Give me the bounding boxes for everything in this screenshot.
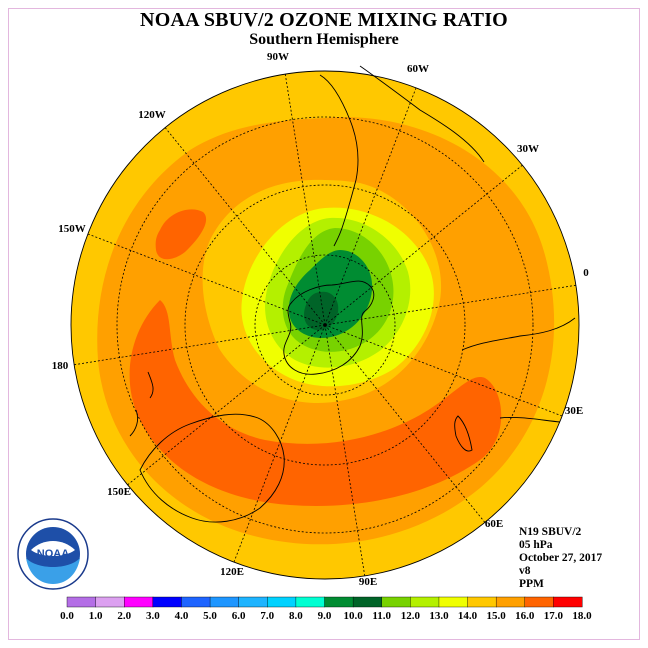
longitude-label: 90W xyxy=(267,51,289,63)
info-level: 05 hPa xyxy=(519,539,553,551)
madagascar-coast xyxy=(454,415,473,452)
antarctica-coast xyxy=(283,280,375,375)
africa-coast xyxy=(461,317,576,423)
graticule xyxy=(74,74,576,576)
contour-15-spot xyxy=(155,209,207,260)
longitude-label: 60W xyxy=(407,63,429,75)
longitude-label: 90E xyxy=(359,576,377,588)
lat-circle-70s xyxy=(254,254,396,396)
noaa-logo: NOAA xyxy=(17,518,89,590)
longitude-label: 120E xyxy=(220,566,244,578)
map-frame xyxy=(8,8,640,640)
lat-circle-50s xyxy=(184,184,466,466)
longitude-labels: 90W 60W 30W 0 30E 60E 90E 120E 150E 180 150W 120W xyxy=(52,51,590,588)
longitude-label: 60E xyxy=(485,518,503,530)
info-block: N19 SBUV/2 05 hPa October 27, 2017 v8 PP… xyxy=(519,526,602,591)
map-title: NOAA SBUV/2 OZONE MIXING RATIO xyxy=(140,9,508,31)
info-date: October 27, 2017 xyxy=(519,552,603,564)
longitude-label: 150W xyxy=(58,223,86,235)
new-zealand-coast xyxy=(129,371,154,437)
longitude-label: 180 xyxy=(52,360,69,372)
coastlines xyxy=(129,65,576,523)
australia-coast xyxy=(139,413,285,523)
noaa-logo-graphic: NOAA xyxy=(17,518,89,590)
longitude-label: 150E xyxy=(107,486,131,498)
longitude-label: 30E xyxy=(565,405,583,417)
map-outline xyxy=(70,70,580,580)
south-america-coast xyxy=(319,65,485,247)
ozone-field xyxy=(71,71,579,579)
longitude-label: 120W xyxy=(138,109,166,121)
contour-15 xyxy=(129,300,502,506)
info-units: PPM xyxy=(519,578,544,590)
noaa-logo-text: NOAA xyxy=(37,548,69,560)
longitude-label: 0 xyxy=(583,267,589,279)
info-version: v8 xyxy=(519,565,531,577)
lat-circle-30s xyxy=(116,116,534,534)
info-satellite: N19 SBUV/2 xyxy=(519,526,582,538)
map-subtitle: Southern Hemisphere xyxy=(249,31,399,48)
longitude-label: 30W xyxy=(517,143,539,155)
